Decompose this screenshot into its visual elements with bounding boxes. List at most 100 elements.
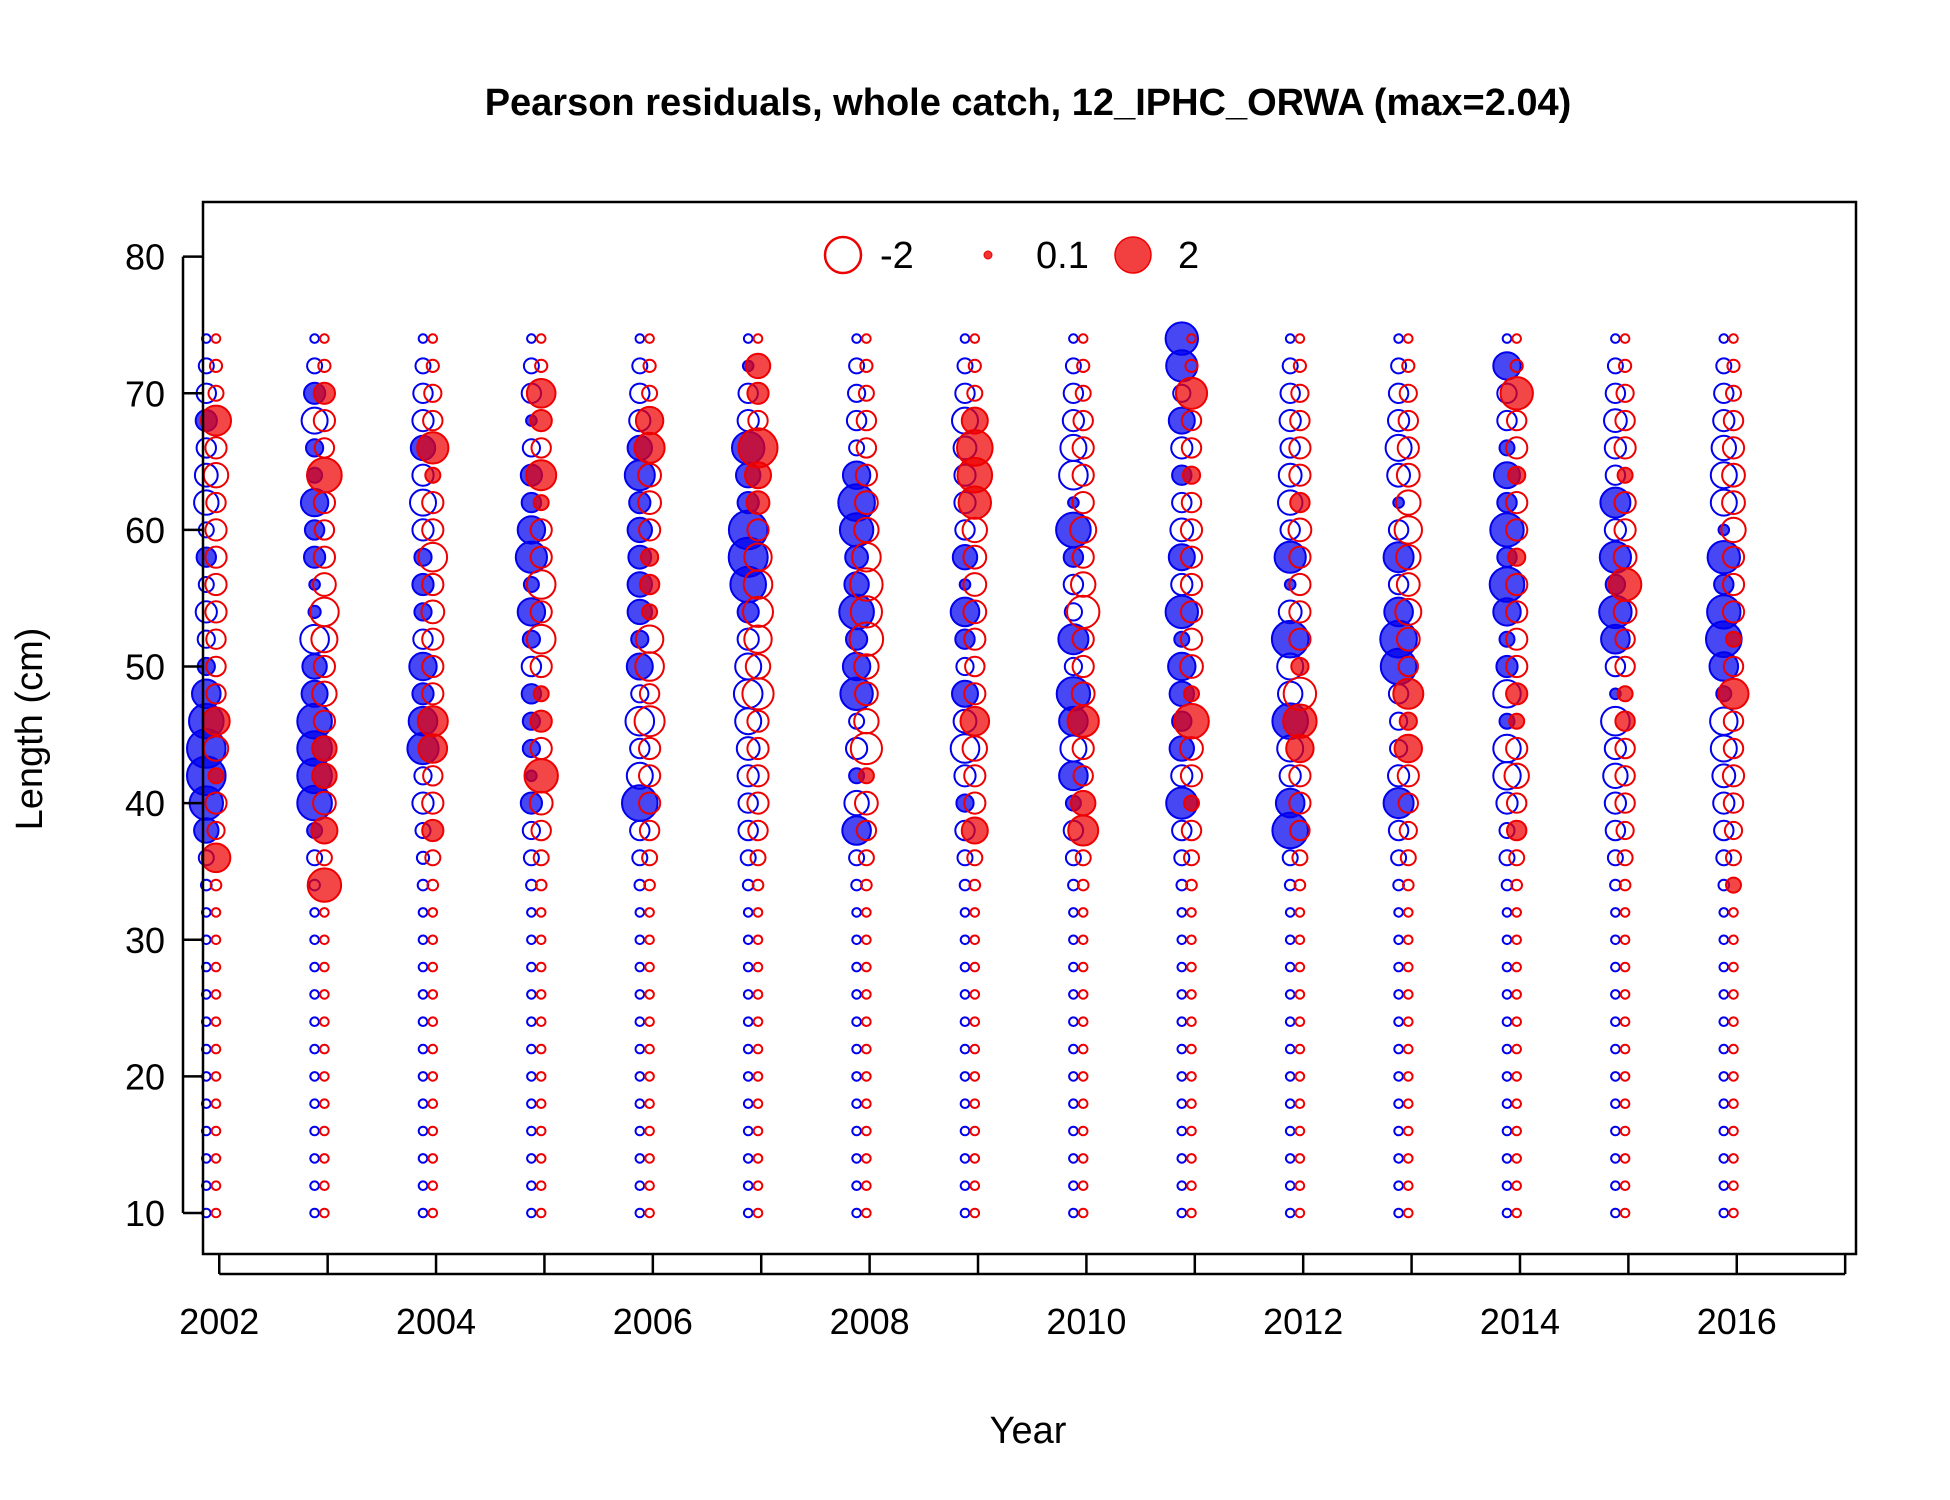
y-tick-label-30: 30 [125,920,165,961]
bubble-red-2016-52 [1725,630,1742,648]
bubble-red-2007-54 [742,595,774,628]
bubble-red-2005-60 [529,518,553,542]
bubble-blue-2005-16 [526,1125,537,1137]
bubble-red-2013-20 [1403,1071,1414,1082]
bubble-red-2008-32 [861,907,872,918]
bubble-blue-2012-74 [1284,333,1296,344]
bubble-blue-2009-72 [956,357,974,375]
bubble-red-2010-14 [1077,1153,1089,1164]
bubble-blue-2006-20 [634,1071,646,1082]
bubble-red-2008-24 [861,1016,872,1028]
bubble-blue-2014-40 [1495,791,1519,815]
bubble-blue-2012-20 [1284,1071,1296,1082]
bubble-blue-2006-12 [634,1180,646,1191]
bubble-blue-2012-32 [1284,907,1296,918]
bubble-blue-2006-74 [634,333,646,344]
bubble-red-2016-44 [1722,737,1745,760]
bubble-blue-2013-32 [1393,907,1404,918]
bubble-red-2014-58 [1507,547,1527,567]
bubble-blue-2004-22 [417,1043,429,1055]
bubble-blue-2005-38 [521,820,542,841]
bubble-red-2014-46 [1508,712,1526,730]
bubble-red-2002-38 [206,820,226,841]
bubble-red-2010-64 [1071,463,1095,487]
chart-title: Pearson residuals, whole catch, 12_IPHC_… [485,82,1572,124]
bubble-blue-2007-12 [742,1180,754,1191]
bubble-blue-2009-22 [959,1043,971,1055]
bubble-red-2008-20 [861,1071,872,1082]
bubble-red-2014-14 [1511,1153,1522,1164]
bubble-red-2011-24 [1186,1016,1197,1028]
bubble-red-2003-52 [310,625,339,654]
bubble-red-2005-56 [525,569,557,600]
bubble-red-2012-64 [1288,463,1312,487]
bubble-red-2013-46 [1398,711,1418,731]
bubble-red-2014-10 [1511,1207,1522,1219]
bubble-red-2005-62 [532,494,550,512]
bubble-blue-2006-72 [631,357,649,375]
bubble-red-2011-14 [1186,1153,1197,1164]
bubble-red-2011-64 [1181,465,1202,485]
bubble-red-2003-26 [319,989,330,1000]
bubble-blue-2010-30 [1068,934,1079,946]
bubble-red-2004-16 [427,1125,439,1137]
bubble-blue-2009-24 [959,1016,971,1028]
bubble-blue-2015-26 [1610,989,1621,1000]
bubble-blue-2005-10 [526,1207,537,1219]
bubble-blue-2003-26 [309,989,320,1000]
bubble-red-2004-24 [427,1016,439,1028]
bubble-red-2012-56 [1288,572,1312,597]
bubble-red-2010-36 [1074,849,1092,867]
bubble-red-2012-10 [1294,1207,1306,1219]
bubble-blue-2005-52 [521,629,542,649]
bubble-red-2009-16 [969,1125,981,1137]
bubble-red-2003-46 [312,709,336,733]
bubble-blue-2014-24 [1501,1016,1513,1028]
bubble-red-2005-48 [532,685,550,703]
bubble-red-2002-36 [200,842,232,874]
bubble-blue-2007-18 [742,1098,754,1109]
bubble-red-2014-62 [1505,491,1529,515]
bubble-red-2003-20 [319,1071,330,1082]
bubble-blue-2005-36 [522,849,540,867]
bubble-red-2012-32 [1294,907,1306,918]
bubble-blue-2011-28 [1176,961,1188,973]
bubble-blue-2016-36 [1715,849,1733,867]
bubble-red-2002-12 [210,1180,222,1191]
bubble-blue-2014-32 [1501,907,1513,918]
bubble-red-2012-18 [1294,1098,1306,1109]
bubble-red-2002-56 [204,572,228,597]
bubble-red-2015-66 [1613,436,1637,460]
bubble-red-2009-42 [963,764,987,788]
bubble-red-2016-72 [1726,358,1741,373]
bubble-red-2008-62 [854,490,879,516]
bubble-blue-2006-44 [629,737,651,760]
bubble-red-2002-32 [210,907,222,918]
bubble-blue-2005-18 [526,1098,537,1109]
bubble-red-2007-64 [744,461,772,490]
bubble-red-2004-32 [427,907,439,918]
bubble-blue-2009-42 [953,764,977,788]
bubble-blue-2008-20 [851,1071,862,1082]
bubble-red-2013-64 [1395,462,1421,488]
bubble-red-2003-60 [313,519,336,541]
bubble-red-2012-12 [1294,1180,1306,1191]
bubble-red-2002-74 [210,333,222,344]
bubble-red-2006-56 [638,573,661,596]
bubble-red-2011-58 [1179,545,1204,569]
bubble-blue-2013-56 [1387,573,1410,596]
bubble-red-2013-12 [1403,1180,1414,1191]
bubble-blue-2016-32 [1718,907,1730,918]
bubble-blue-2016-14 [1718,1153,1730,1164]
bubble-blue-2015-28 [1610,961,1621,973]
bubble-blue-2013-30 [1393,934,1404,946]
bubble-blue-2016-62 [1709,488,1738,517]
bubble-red-2015-24 [1619,1016,1631,1028]
bubble-blue-2013-12 [1393,1180,1404,1191]
bubble-blue-2009-16 [959,1125,971,1137]
bubble-red-2012-50 [1290,656,1310,677]
bubble-blue-2009-36 [956,849,974,867]
bubble-blue-2016-44 [1709,734,1738,763]
bubble-red-2010-10 [1077,1207,1089,1219]
bubble-red-2003-14 [319,1153,330,1164]
